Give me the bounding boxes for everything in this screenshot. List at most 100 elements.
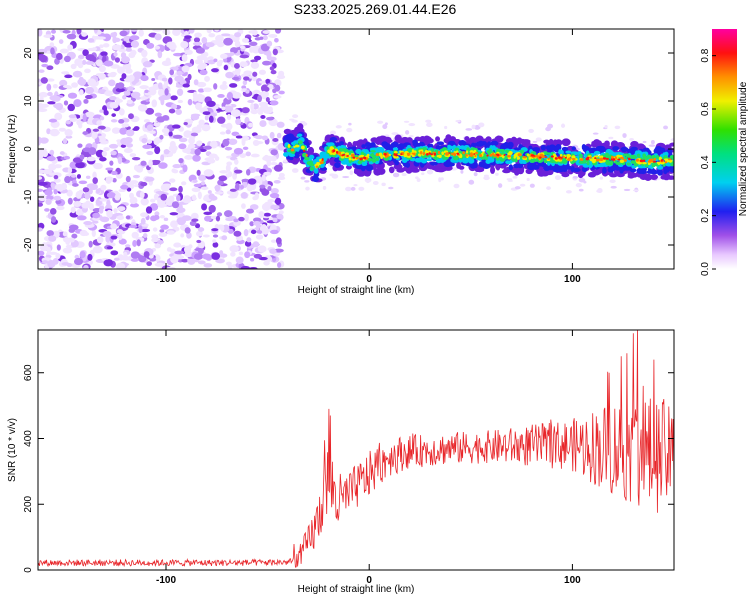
- signal-blob: [438, 154, 442, 159]
- signal-blob: [565, 150, 572, 154]
- noise-blob: [85, 94, 93, 100]
- noise-blob: [202, 111, 211, 116]
- noise-blob: [215, 215, 221, 222]
- noise-blob: [126, 99, 133, 105]
- noise-blob: [184, 154, 193, 160]
- colorbar: 0.0 0.2 0.4 0.6 0.8 Normalized spectral ampl…: [700, 29, 749, 276]
- noise-blob: [358, 186, 365, 191]
- signal-blob: [357, 164, 364, 170]
- noise-blob: [609, 179, 616, 184]
- noise-blob: [261, 224, 267, 230]
- noise-blob: [146, 124, 154, 132]
- signal-blob: [350, 153, 355, 158]
- noise-blob: [193, 79, 199, 86]
- noise-blob: [211, 68, 219, 73]
- noise-blob: [239, 45, 246, 50]
- signal-blob: [400, 153, 403, 156]
- noise-blob: [272, 138, 279, 142]
- noise-blob: [235, 135, 243, 139]
- signal-blob: [386, 152, 389, 156]
- noise-blob: [95, 188, 101, 194]
- signal-blob: [357, 160, 363, 164]
- signal-blob: [521, 139, 531, 144]
- noise-blob: [265, 96, 270, 103]
- signal-blob: [305, 156, 310, 161]
- noise-blob: [215, 34, 224, 43]
- snr-series-line: [38, 330, 674, 568]
- signal-blob: [649, 174, 659, 180]
- noise-blob: [113, 207, 118, 214]
- signal-blob: [490, 141, 499, 147]
- noise-blob: [199, 148, 207, 152]
- signal-blob: [433, 152, 437, 156]
- noise-blob: [196, 140, 203, 147]
- noise-blob: [186, 232, 192, 239]
- noise-blob: [184, 227, 191, 234]
- noise-blob: [158, 162, 168, 169]
- signal-blob: [329, 136, 338, 142]
- signal-blob: [631, 160, 635, 163]
- noise-blob: [71, 82, 79, 88]
- noise-blob: [248, 122, 254, 128]
- noise-blob: [76, 29, 82, 35]
- noise-blob: [89, 196, 95, 202]
- noise-blob: [85, 86, 95, 94]
- noise-blob: [388, 186, 394, 190]
- signal-blob: [378, 152, 383, 157]
- noise-blob: [83, 98, 89, 104]
- noise-blob: [426, 169, 434, 175]
- signal-blob: [528, 156, 532, 160]
- signal-blob: [495, 153, 500, 156]
- noise-blob: [455, 119, 461, 123]
- signal-blob: [375, 153, 380, 157]
- signal-blob: [458, 165, 465, 170]
- noise-blob: [141, 49, 148, 58]
- noise-blob: [144, 176, 155, 182]
- noise-blob: [92, 177, 98, 185]
- noise-blob: [63, 155, 71, 160]
- x-tick-label: -100: [156, 274, 176, 285]
- noise-blob: [241, 37, 250, 43]
- signal-blob: [424, 150, 429, 154]
- noise-blob: [209, 140, 218, 149]
- noise-blob: [243, 229, 249, 237]
- noise-blob: [53, 178, 61, 183]
- noise-blob: [115, 87, 125, 93]
- noise-blob: [82, 113, 87, 122]
- noise-blob: [223, 64, 229, 71]
- noise-blob: [160, 154, 165, 162]
- noise-blob: [132, 240, 137, 247]
- noise-blob: [260, 115, 266, 119]
- noise-blob: [130, 258, 139, 262]
- signal-blob: [469, 150, 474, 154]
- signal-blob: [389, 143, 396, 148]
- noise-blob: [118, 188, 126, 193]
- noise-blob: [226, 161, 233, 166]
- noise-blob: [157, 50, 163, 59]
- noise-blob: [166, 41, 176, 48]
- noise-blob: [184, 49, 193, 55]
- signal-blob: [408, 163, 415, 169]
- noise-blob: [164, 88, 169, 96]
- noise-blob: [178, 158, 184, 164]
- noise-blob: [225, 129, 231, 135]
- noise-blob: [45, 198, 52, 205]
- signal-blob: [564, 156, 567, 159]
- noise-blob: [263, 212, 272, 217]
- noise-blob: [111, 170, 118, 176]
- noise-blob: [249, 46, 254, 53]
- noise-blob: [342, 175, 350, 179]
- x-tick-label: 0: [366, 575, 372, 586]
- noise-blob: [205, 42, 215, 48]
- signal-blob: [624, 166, 633, 171]
- noise-blob: [120, 137, 130, 145]
- colorbar-tick-label: 0.2: [700, 208, 711, 222]
- noise-blob: [122, 118, 130, 123]
- signal-blob: [348, 157, 352, 161]
- noise-blob: [506, 178, 513, 181]
- noise-blob: [106, 209, 113, 218]
- noise-blob: [152, 29, 163, 32]
- signal-blob: [540, 145, 547, 151]
- noise-blob: [149, 198, 156, 203]
- noise-blob: [59, 151, 65, 155]
